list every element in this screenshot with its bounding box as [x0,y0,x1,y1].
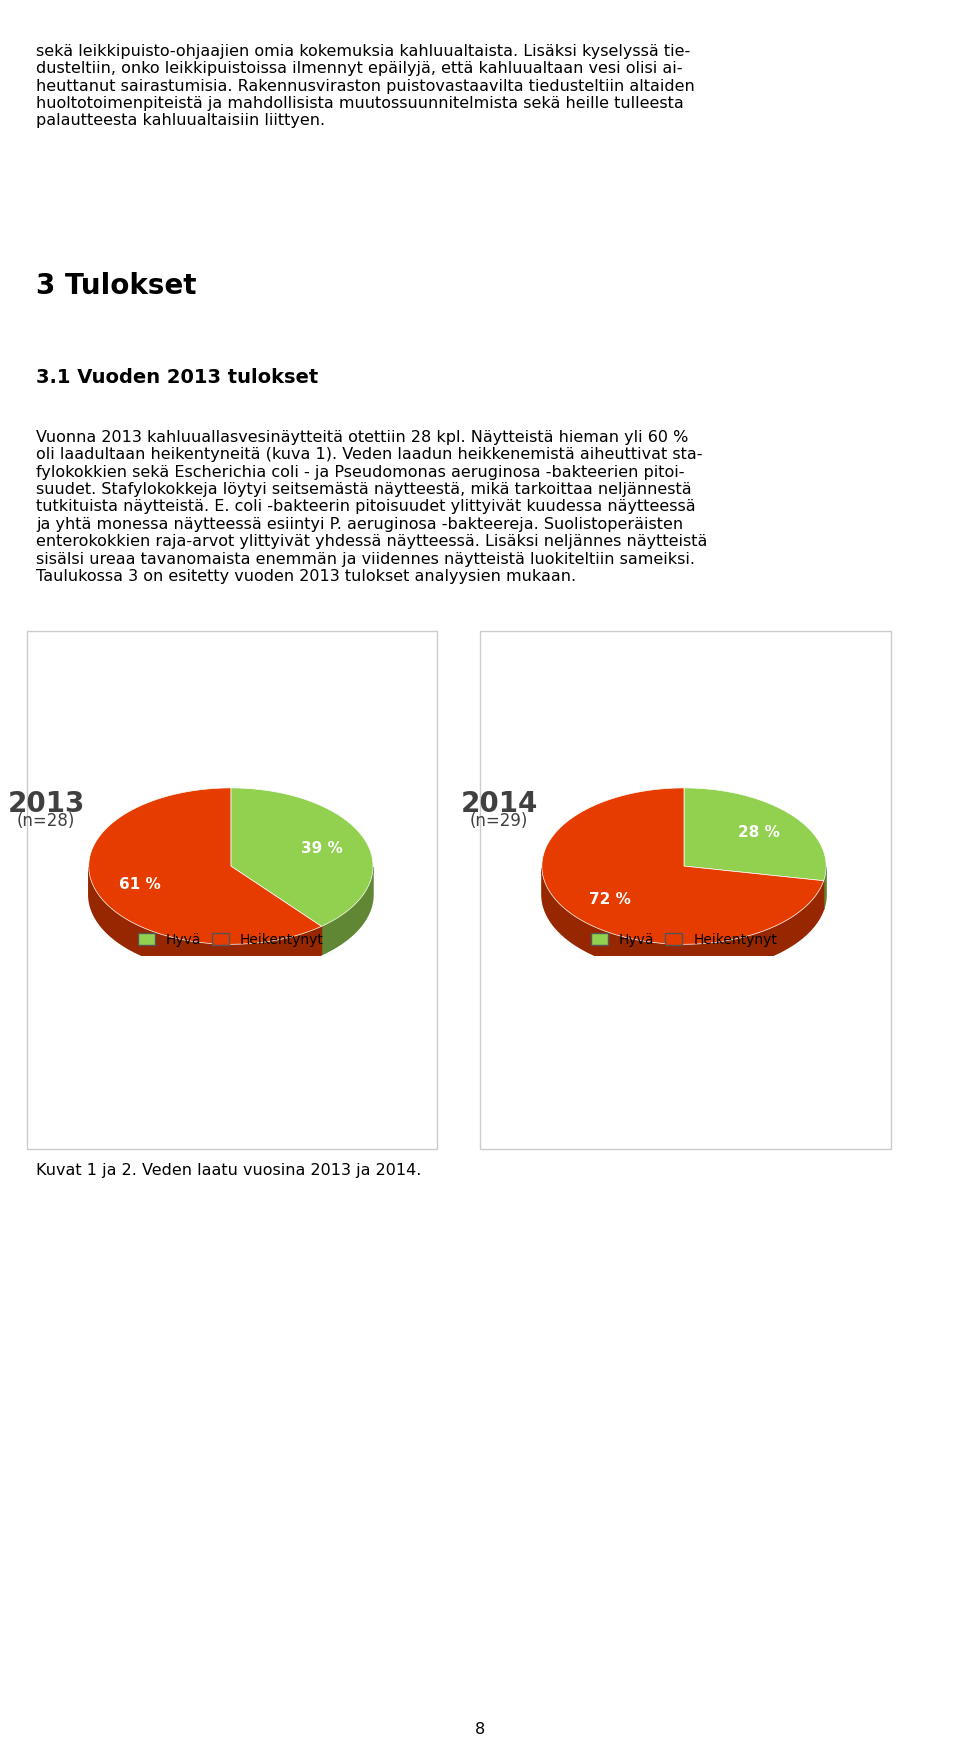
Text: 39 %: 39 % [300,840,343,856]
Legend: Hyvä, Heikentynyt: Hyvä, Heikentynyt [132,928,329,952]
Legend: Hyvä, Heikentynyt: Hyvä, Heikentynyt [586,928,782,952]
Text: (n=28): (n=28) [17,812,75,830]
FancyBboxPatch shape [27,631,437,1149]
Text: 2014: 2014 [461,789,538,817]
Text: sekä leikkipuisto-ohjaajien omia kokemuksia kahluualtaista. Lisäksi kyselyssä ti: sekä leikkipuisto-ohjaajien omia kokemuk… [36,44,695,128]
Polygon shape [88,868,322,973]
Polygon shape [824,866,827,909]
FancyBboxPatch shape [480,631,891,1149]
Polygon shape [541,868,824,973]
Polygon shape [88,788,322,944]
Text: 2013: 2013 [8,789,84,817]
Polygon shape [684,788,827,881]
Text: 3 Tulokset: 3 Tulokset [36,272,197,300]
Text: 61 %: 61 % [119,877,161,891]
Text: (n=29): (n=29) [470,812,528,830]
Text: Vuonna 2013 kahluuallasvesinäytteitä otettiin 28 kpl. Näytteistä hieman yli 60 %: Vuonna 2013 kahluuallasvesinäytteitä ote… [36,430,708,584]
Polygon shape [322,866,373,954]
Text: 28 %: 28 % [737,824,780,840]
Text: 72 %: 72 % [588,893,631,907]
Text: 3.1 Vuoden 2013 tulokset: 3.1 Vuoden 2013 tulokset [36,368,319,388]
Text: 8: 8 [475,1722,485,1738]
Polygon shape [541,788,824,944]
Polygon shape [230,788,373,926]
Text: Kuvat 1 ja 2. Veden laatu vuosina 2013 ja 2014.: Kuvat 1 ja 2. Veden laatu vuosina 2013 j… [36,1163,421,1179]
